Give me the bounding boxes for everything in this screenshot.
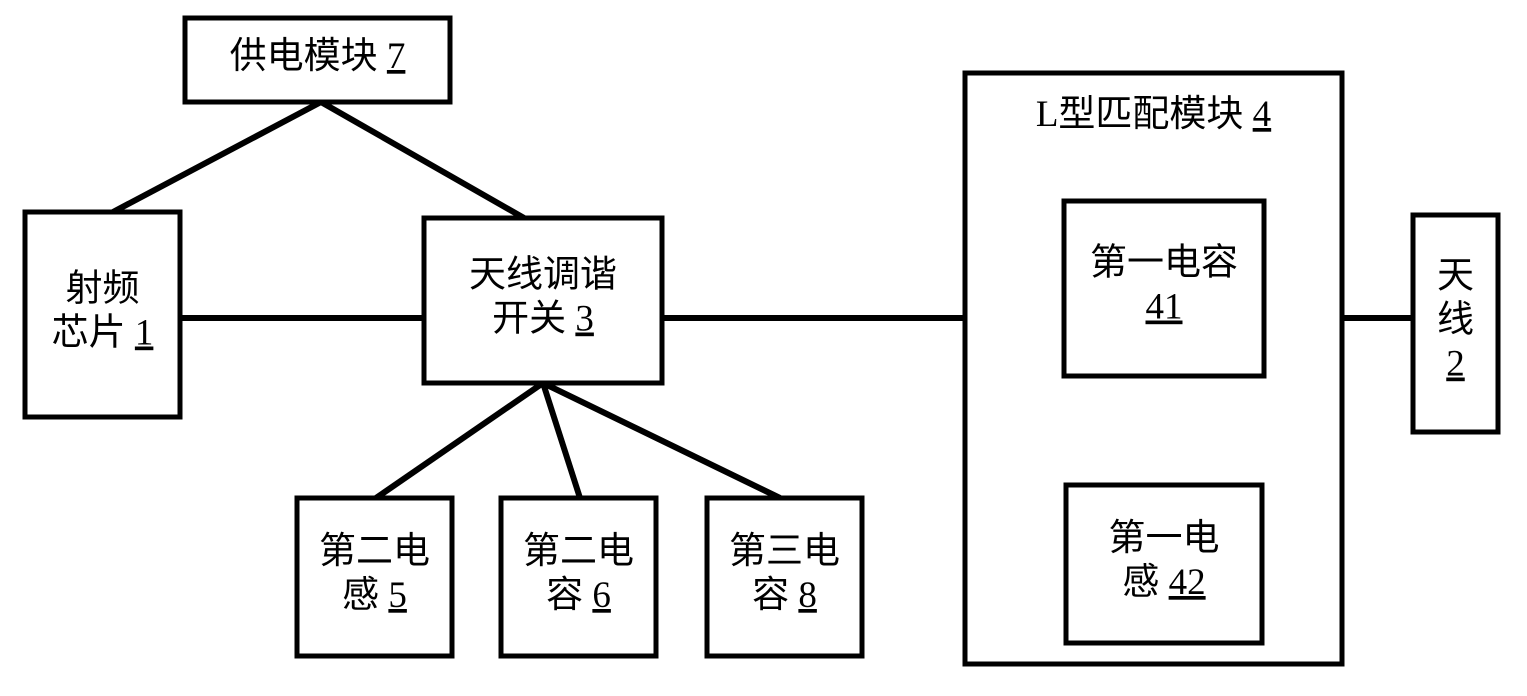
ind1-label: 第一电	[1109, 517, 1220, 559]
cap3-label: 第三电	[729, 530, 840, 572]
ind1-label: 感 42	[1122, 561, 1205, 603]
ind2-label: 感 5	[342, 574, 407, 616]
antenna-label: 线	[1437, 299, 1474, 341]
cap2-label: 第二电	[523, 530, 634, 572]
connection-line	[543, 383, 780, 498]
cap2-label: 容 6	[546, 574, 611, 616]
antenna-label: 天	[1437, 256, 1474, 297]
antenna-label: 2	[1446, 344, 1465, 385]
rf-label: 芯片 1	[52, 313, 154, 354]
l-match-title: L型匹配模块 4	[1036, 93, 1271, 135]
rf-label: 射频	[66, 268, 140, 310]
cap1-label: 41	[1146, 287, 1183, 328]
ind2-label: 第二电	[319, 530, 430, 572]
connection-line	[376, 383, 543, 498]
cap1-label: 第一电容	[1090, 242, 1238, 284]
cap3-label: 容 8	[752, 574, 817, 616]
connection-line	[113, 102, 321, 212]
power-label: 供电模块 7	[230, 35, 406, 77]
tuner-label: 开关 3	[492, 299, 594, 340]
connection-line	[321, 102, 524, 218]
tuner-label: 天线调谐	[469, 254, 617, 296]
